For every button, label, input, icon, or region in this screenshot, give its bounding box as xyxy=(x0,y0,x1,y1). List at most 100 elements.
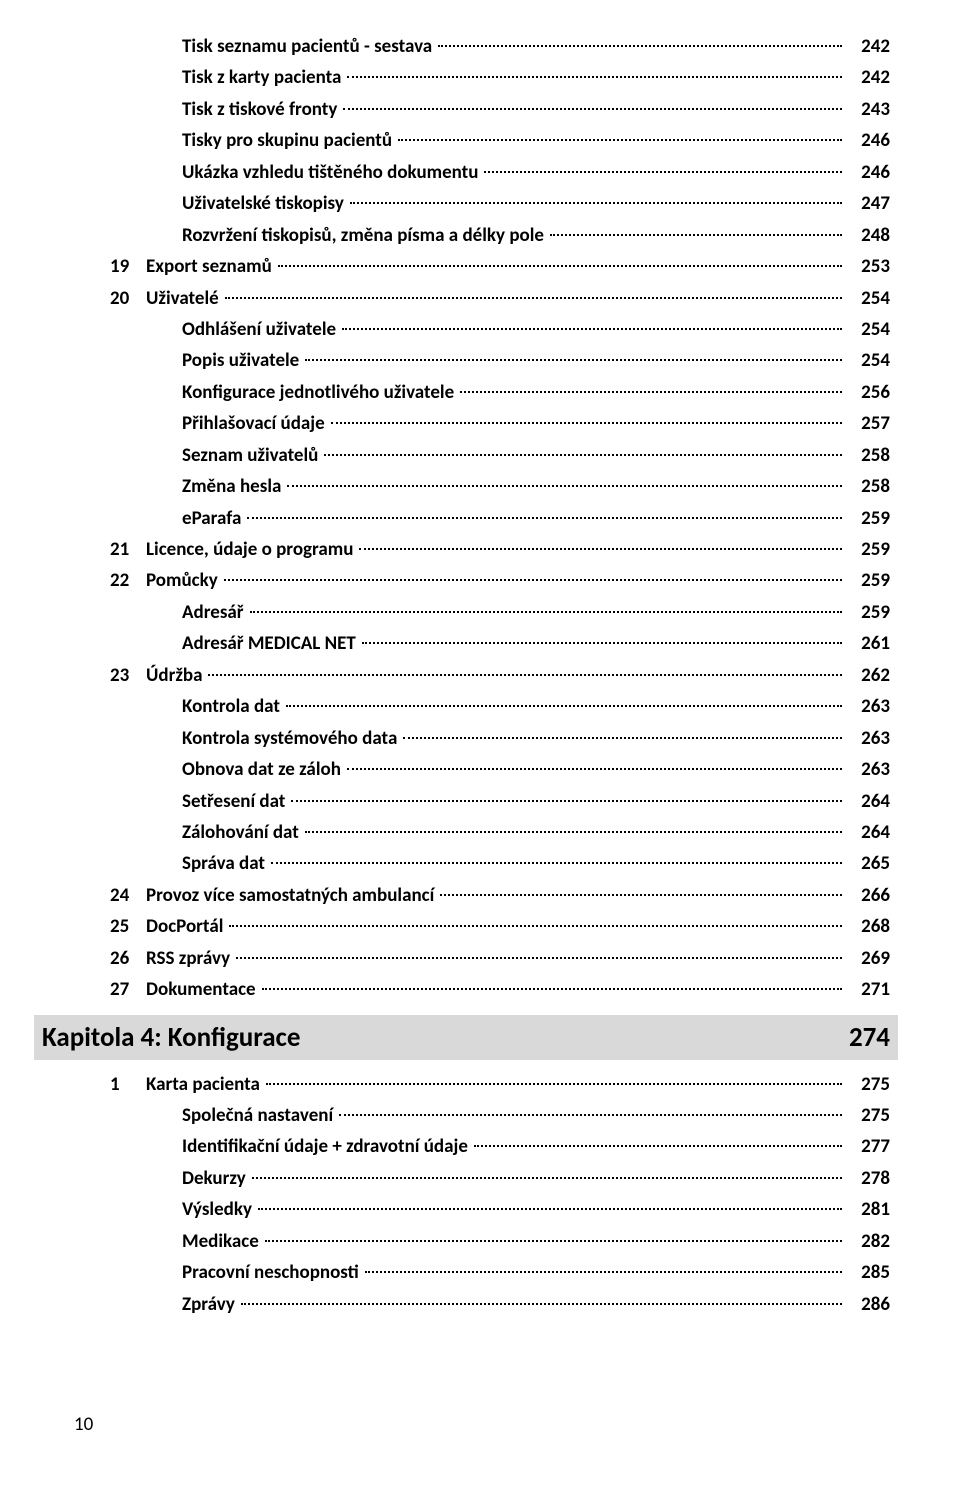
toc-entry-label: Tisk z karty pacienta xyxy=(182,63,341,92)
toc-dot-leader xyxy=(208,674,842,676)
toc-dot-leader xyxy=(365,1271,842,1273)
toc-dot-leader xyxy=(350,202,842,204)
toc-entry: 19Export seznamů 253 xyxy=(70,252,890,281)
toc-entry: Medikace282 xyxy=(70,1227,890,1256)
toc-entry-label: Společná nastavení xyxy=(182,1101,333,1130)
toc-entry-label: Setřesení dat xyxy=(182,787,285,816)
toc-entry: Výsledky 281 xyxy=(70,1195,890,1224)
toc-dot-leader xyxy=(258,1208,842,1210)
toc-entry-number: 26 xyxy=(110,944,146,973)
toc-dot-leader xyxy=(278,265,842,267)
chapter-page: 274 xyxy=(849,1021,890,1054)
toc-entry: Ukázka vzhledu tištěného dokumentu246 xyxy=(70,158,890,187)
toc-entry-label: Karta pacienta xyxy=(146,1070,260,1099)
toc-entry-page: 243 xyxy=(846,95,890,124)
toc-dot-leader xyxy=(287,485,842,487)
toc-page: Tisk seznamu pacientů - sestava242Tisk z… xyxy=(0,0,960,1490)
toc-entry: Zálohování dat 264 xyxy=(70,818,890,847)
toc-entry-page: 259 xyxy=(846,504,890,533)
toc-entry-label: Tisk z tiskové fronty xyxy=(182,95,337,124)
toc-entry: Kontrola systémového data 263 xyxy=(70,724,890,753)
toc-entry-label: Export seznamů xyxy=(146,252,272,281)
toc-entry: Seznam uživatelů258 xyxy=(70,441,890,470)
toc-dot-leader xyxy=(438,45,842,47)
toc-entry-page: 286 xyxy=(846,1290,890,1319)
toc-entry: Tisk z tiskové fronty 243 xyxy=(70,95,890,124)
toc-entry: 25DocPortál268 xyxy=(70,912,890,941)
toc-entry-page: 254 xyxy=(846,346,890,375)
toc-entry-number: 1 xyxy=(110,1070,146,1099)
toc-entry-page: 282 xyxy=(846,1227,890,1256)
toc-entry: Tisk z karty pacienta 242 xyxy=(70,63,890,92)
toc-dot-leader xyxy=(484,171,842,173)
toc-entry-label: Zprávy xyxy=(182,1290,235,1319)
toc-entry-label: Pomůcky xyxy=(146,566,218,595)
toc-entry-page: 277 xyxy=(846,1132,890,1161)
toc-entry: Adresář 259 xyxy=(70,598,890,627)
toc-entry-page: 281 xyxy=(846,1195,890,1224)
toc-entry-page: 259 xyxy=(846,566,890,595)
toc-dot-leader xyxy=(440,894,842,896)
toc-dot-leader xyxy=(271,862,842,864)
toc-dot-leader xyxy=(398,139,842,141)
toc-entry-page: 256 xyxy=(846,378,890,407)
toc-entry-number: 22 xyxy=(110,566,146,595)
toc-entry-number: 19 xyxy=(110,252,146,281)
toc-entry-label: Adresář xyxy=(182,598,244,627)
chapter-heading: Kapitola 4: Konfigurace 274 xyxy=(34,1015,898,1060)
toc-dot-leader xyxy=(252,1177,842,1179)
toc-entry-page: 263 xyxy=(846,724,890,753)
toc-entry-page: 261 xyxy=(846,629,890,658)
toc-entry: 21Licence, údaje o programu259 xyxy=(70,535,890,564)
toc-entry: Tisky pro skupinu pacientů246 xyxy=(70,126,890,155)
toc-dot-leader xyxy=(225,297,842,299)
toc-dot-leader xyxy=(241,1303,842,1305)
toc-entry-page: 263 xyxy=(846,692,890,721)
toc-dot-leader xyxy=(262,988,842,990)
toc-dot-leader xyxy=(266,1083,842,1085)
toc-entry-page: 254 xyxy=(846,284,890,313)
toc-entry-label: Údržba xyxy=(146,661,202,690)
toc-section-after-chapter: 1Karta pacienta275Společná nastavení275I… xyxy=(70,1070,890,1320)
toc-entry-page: 275 xyxy=(846,1101,890,1130)
toc-dot-leader xyxy=(291,800,842,802)
toc-entry-page: 253 xyxy=(846,252,890,281)
toc-entry-label: Kontrola systémového data xyxy=(182,724,397,753)
toc-entry-page: 269 xyxy=(846,944,890,973)
toc-dot-leader xyxy=(359,548,842,550)
toc-dot-leader xyxy=(250,611,842,613)
toc-entry: 1Karta pacienta275 xyxy=(70,1070,890,1099)
toc-entry: Setřesení dat264 xyxy=(70,787,890,816)
toc-entry-page: 266 xyxy=(846,881,890,910)
toc-entry-page: 264 xyxy=(846,818,890,847)
toc-dot-leader xyxy=(305,359,842,361)
toc-entry-label: Dekurzy xyxy=(182,1164,246,1193)
toc-dot-leader xyxy=(339,1114,842,1116)
toc-entry-page: 263 xyxy=(846,755,890,784)
toc-entry-page: 278 xyxy=(846,1164,890,1193)
toc-dot-leader xyxy=(347,768,842,770)
toc-entry: eParafa259 xyxy=(70,504,890,533)
toc-entry-number: 24 xyxy=(110,881,146,910)
toc-entry-number: 20 xyxy=(110,284,146,313)
toc-entry: 20Uživatelé254 xyxy=(70,284,890,313)
toc-entry-label: Zálohování dat xyxy=(182,818,299,847)
toc-dot-leader xyxy=(347,76,842,78)
toc-entry-page: 246 xyxy=(846,126,890,155)
toc-dot-leader xyxy=(286,705,842,707)
toc-entry: Správa dat265 xyxy=(70,849,890,878)
toc-entry-page: 265 xyxy=(846,849,890,878)
toc-entry: Uživatelské tiskopisy247 xyxy=(70,189,890,218)
toc-dot-leader xyxy=(550,234,842,236)
toc-entry: Odhlášení uživatele254 xyxy=(70,315,890,344)
toc-dot-leader xyxy=(474,1145,842,1147)
toc-entry-label: Seznam uživatelů xyxy=(182,441,318,470)
toc-entry-label: Výsledky xyxy=(182,1195,252,1224)
toc-dot-leader xyxy=(343,108,842,110)
toc-entry-page: 259 xyxy=(846,598,890,627)
toc-entry-page: 242 xyxy=(846,63,890,92)
toc-entry: 23Údržba262 xyxy=(70,661,890,690)
toc-entry: Rozvržení tiskopisů, změna písma a délky… xyxy=(70,221,890,250)
toc-dot-leader xyxy=(247,517,842,519)
toc-entry: 26RSS zprávy269 xyxy=(70,944,890,973)
